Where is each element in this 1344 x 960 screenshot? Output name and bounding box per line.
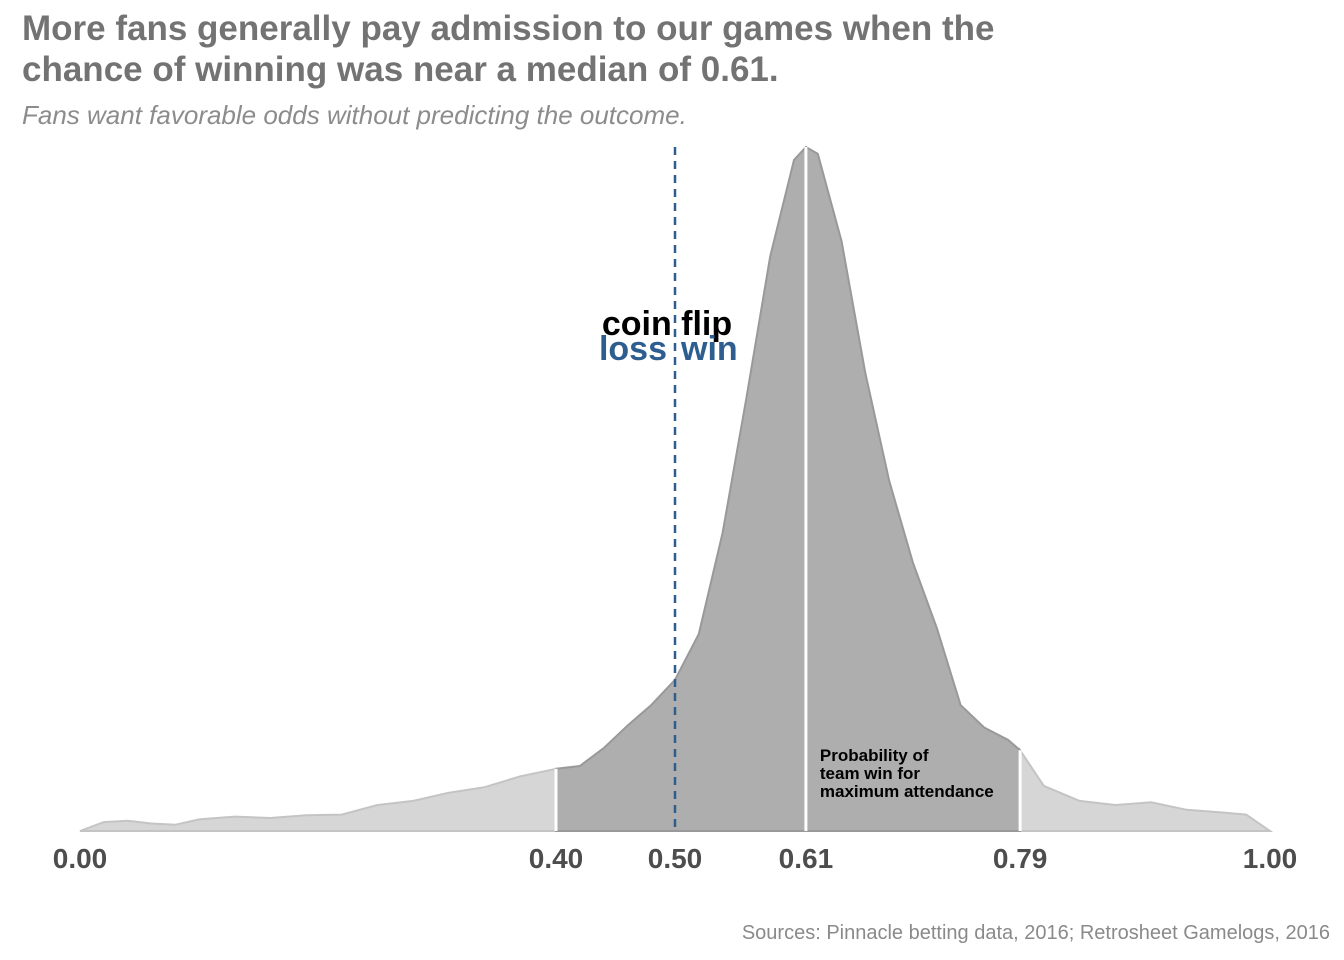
chart-subtitle: Fans want favorable odds without predict… [22,100,687,130]
x-tick-label: 0.00 [53,843,108,874]
density-highlight-area [555,145,1022,832]
x-tick-label: 0.50 [648,843,703,874]
x-tick-label: 0.40 [529,843,584,874]
max-attendance-note-line: maximum attendance [820,782,994,801]
coin-flip-label: coin flip [602,305,732,343]
max-attendance-note-line: team win for [820,764,921,783]
x-tick-label: 1.00 [1243,843,1298,874]
density-tail-right [1019,747,1274,832]
x-tick-label: 0.79 [993,843,1048,874]
max-attendance-note-line: Probability of [820,746,929,765]
win-label: win [680,330,738,368]
x-tick-label: 0.61 [779,843,834,874]
density-tail-left [79,767,557,832]
loss-label: loss [599,330,667,368]
source-note: Sources: Pinnacle betting data, 2016; Re… [741,922,1330,944]
chart-title: More fans generally pay admission to our… [22,9,995,89]
